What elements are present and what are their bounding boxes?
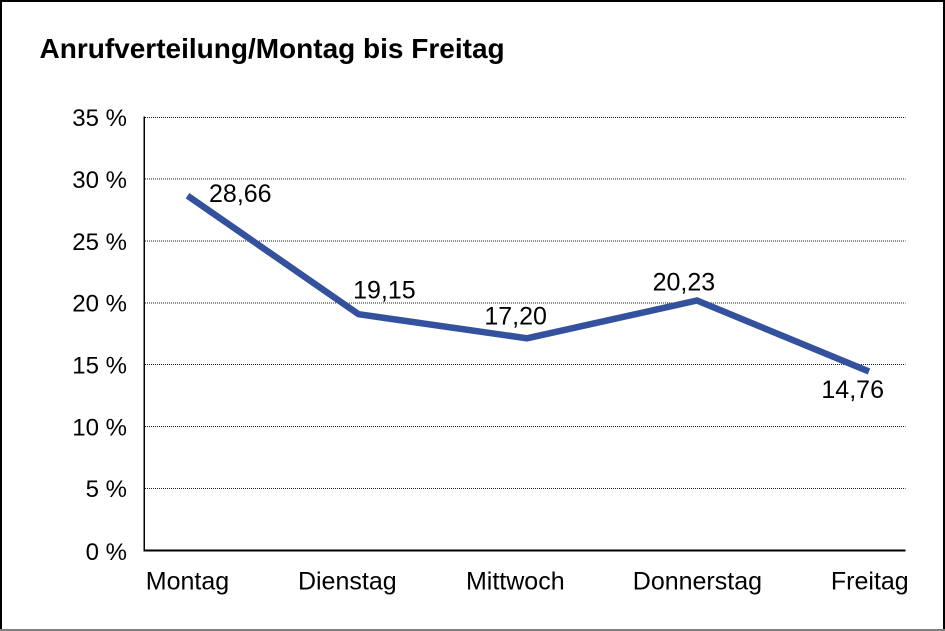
svg-text:20 %: 20 %	[72, 291, 127, 318]
svg-text:14,76: 14,76	[821, 376, 884, 404]
svg-text:Donnerstag: Donnerstag	[633, 568, 762, 596]
svg-text:30 %: 30 %	[72, 167, 127, 194]
svg-text:0 %: 0 %	[86, 539, 127, 566]
svg-text:35 %: 35 %	[72, 105, 127, 132]
svg-text:20,23: 20,23	[653, 269, 716, 297]
svg-text:15 %: 15 %	[72, 353, 127, 380]
svg-text:Freitag: Freitag	[831, 568, 909, 596]
svg-text:17,20: 17,20	[484, 303, 547, 331]
svg-text:Anrufverteilung/Montag bis Fre: Anrufverteilung/Montag bis Freitag	[40, 33, 505, 64]
svg-text:Dienstag: Dienstag	[298, 568, 397, 596]
svg-text:28,66: 28,66	[209, 180, 272, 208]
svg-text:Mittwoch: Mittwoch	[466, 568, 565, 596]
svg-text:10 %: 10 %	[72, 414, 127, 441]
svg-text:5 %: 5 %	[86, 476, 127, 503]
svg-text:19,15: 19,15	[353, 277, 416, 305]
svg-text:25 %: 25 %	[72, 229, 127, 256]
svg-text:Montag: Montag	[146, 568, 229, 596]
